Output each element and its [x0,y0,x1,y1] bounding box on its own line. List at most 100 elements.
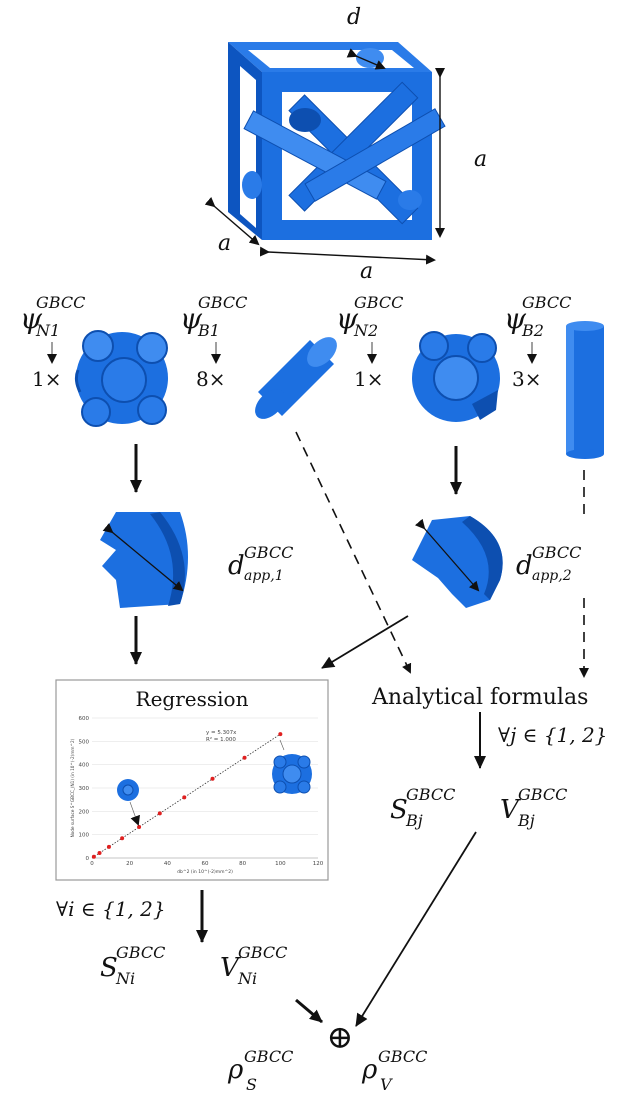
analytical-title: Analytical formulas [371,685,588,710]
psi-n1-sub: N1 [35,321,60,340]
node-n1-shape [74,330,168,427]
rho-s-sup: GBCC [244,1047,293,1066]
forall-j: ∀j ∈ {1, 2} [498,723,607,747]
d-app-2-sub: app,2 [532,568,572,584]
v-ni-base: V [220,953,241,983]
d-app-1-sup: GBCC [244,543,293,562]
apparent-node-2 [412,516,503,608]
chart-data-point [278,732,283,737]
chart-inset-large-node [272,754,312,794]
rho-v-sub: V [380,1075,393,1094]
d-app-2-base: d [516,551,533,581]
chart-ytick-label: 100 [79,833,90,839]
s-ni-base: S [100,953,118,983]
forall-i: ∀i ∈ {1, 2} [56,897,166,921]
d-app-1-sub: app,1 [244,568,284,584]
count-b2: 3× [512,367,541,391]
psi-b1-sub: B1 [197,321,220,340]
psi-b1-symbol: ψ [180,302,203,335]
chart-ytick-label: 400 [79,763,90,769]
output-rho-v: ρ GBCC V [361,1047,427,1094]
label-d: d [347,5,361,30]
chart-ytick-label: 600 [79,716,90,722]
chart-data-point [242,755,247,760]
s-ni-sup: GBCC [116,943,165,962]
regression-r2: R² = 1.000 [206,736,236,743]
chart-y-axis-label: Node surface S^GBCC_(N1) (in 10^(-2)mm^2… [70,738,75,837]
chart-data-point [137,825,142,830]
psi-b2-sup: GBCC [522,293,571,312]
count-n1: 1× [32,367,61,391]
bar-b1-shape [255,337,337,419]
s-ni-sub: Ni [115,969,135,988]
chart-data-point [182,795,187,800]
psi-n1-symbol: ψ [20,302,43,335]
component-psi-b1: ψ GBCC B1 8× [180,293,247,391]
component-psi-n1: ψ GBCC N1 1× [20,293,85,391]
chart-ytick-label: 0 [86,856,90,862]
chart-ytick-label: 300 [79,786,90,792]
regression-title: Regression [136,687,249,711]
chart-ytick-label: 200 [79,809,90,815]
chart-x-axis-label: db^2 (in 10^(-2)mm^2) [177,869,233,875]
psi-n1-sup: GBCC [36,293,85,312]
rho-s-sub: S [246,1075,257,1094]
s-bj-sup: GBCC [406,785,455,804]
chart-data-point [91,854,96,859]
d-app-2-sup: GBCC [532,543,581,562]
rho-v-sup: GBCC [378,1047,427,1066]
psi-b2-symbol: ψ [504,302,527,335]
rho-s-base: ρ [227,1055,244,1085]
component-psi-b2: ψ GBCC B2 3× [504,293,571,391]
s-bj-sub: Bj [405,811,423,830]
output-s-ni: S GBCC Ni [100,943,165,988]
output-v-bj: V GBCC Bj [500,785,567,830]
output-rho-s: ρ GBCC S [227,1047,293,1094]
label-a-left: a [218,231,231,256]
v-bj-sub: Bj [517,811,535,830]
regression-equation: y = 5.307x [206,730,237,736]
regression-panel: Regression 0 100 200 300 400 500 600 0 20 40 60 80 1… [55,679,329,881]
chart-xtick-label: 20 [126,861,133,867]
chart-xtick-label: 100 [275,861,286,867]
label-a-bottom: a [360,259,373,284]
label-a-right: a [474,147,487,172]
unit-cell-illustration [228,42,446,240]
chart-xtick-label: 40 [164,861,171,867]
apparent-node-1 [100,512,188,608]
chart-xtick-label: 0 [90,861,94,867]
chart-data-point [106,844,111,849]
chart-data-point [210,776,215,781]
count-b1: 8× [196,367,225,391]
chart-inset-small-node [117,779,139,801]
chart-xtick-label: 120 [313,861,324,867]
s-bj-base: S [390,795,408,825]
rho-v-base: ρ [361,1055,378,1085]
psi-n2-sup: GBCC [354,293,403,312]
bar-b2-shape [566,321,604,459]
oplus-symbol: ⊕ [327,1018,354,1056]
output-s-bj: S GBCC Bj [390,785,455,830]
chart-data-point [157,811,162,816]
node-n2-shape [412,331,500,422]
count-n2: 1× [354,367,383,391]
component-psi-n2: ψ GBCC N2 1× [336,293,403,391]
chart-ytick-label: 500 [79,739,90,745]
dimension-arrows [204,48,445,265]
v-bj-sup: GBCC [518,785,567,804]
psi-b2-sub: B2 [521,321,544,340]
chart-data-point [97,851,102,856]
d-app-1-base: d [228,551,245,581]
v-ni-sup: GBCC [238,943,287,962]
psi-b1-sup: GBCC [198,293,247,312]
output-v-ni: V GBCC Ni [220,943,287,988]
chart-xtick-label: 60 [202,861,209,867]
v-ni-sub: Ni [237,969,257,988]
v-bj-base: V [500,795,521,825]
chart-data-point [120,836,125,841]
flow-arrows [130,431,589,1027]
chart-xtick-label: 80 [239,861,246,867]
psi-n2-sub: N2 [353,321,378,340]
psi-n2-symbol: ψ [336,302,359,335]
